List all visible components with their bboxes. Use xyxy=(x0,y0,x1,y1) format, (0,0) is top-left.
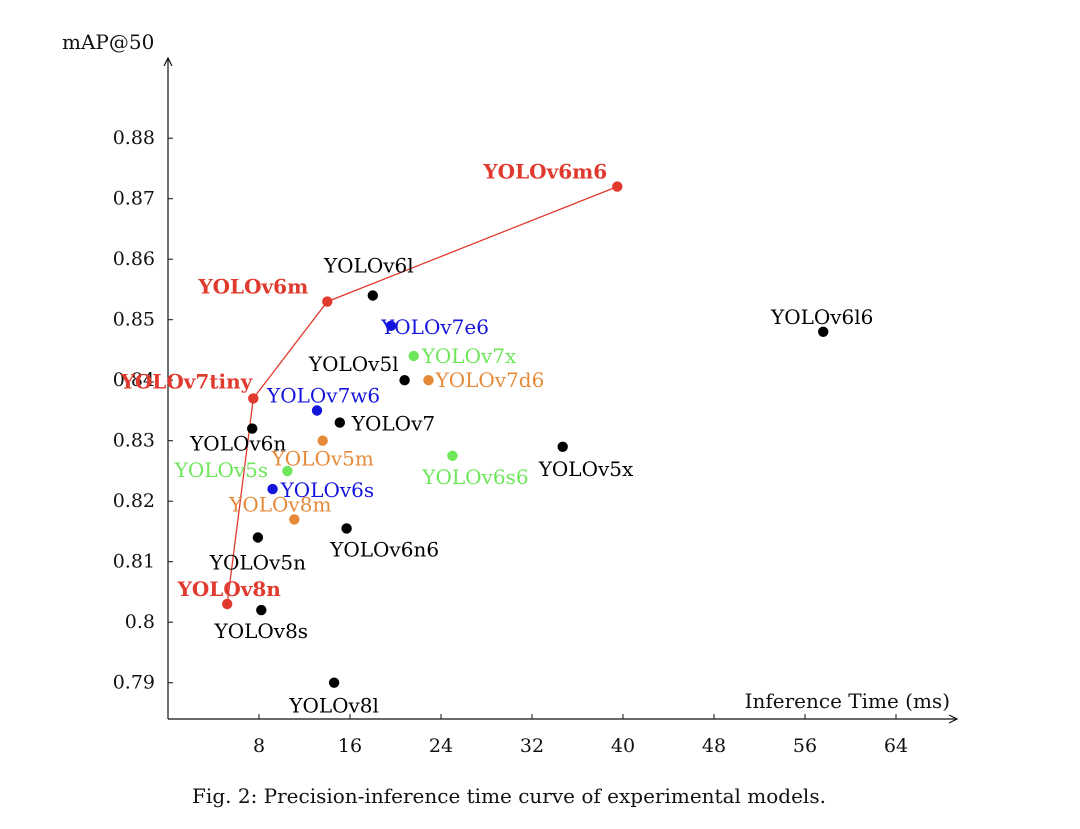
y-tick-label: 0.84 xyxy=(113,369,155,391)
x-tick-label: 56 xyxy=(793,735,817,757)
data-point-label: YOLOv5n xyxy=(209,551,306,575)
data-point xyxy=(367,290,378,301)
x-tick-label: 24 xyxy=(429,735,453,757)
x-tick-label: 40 xyxy=(611,735,635,757)
x-axis-title: Inference Time (ms) xyxy=(745,689,950,713)
data-point-label: YOLOv5x xyxy=(538,457,634,481)
data-point xyxy=(282,465,293,477)
data-point xyxy=(612,181,623,192)
data-point-label: YOLOv6s xyxy=(280,478,375,502)
x-tick-label: 48 xyxy=(702,735,726,757)
y-tick-label: 0.79 xyxy=(113,672,155,694)
data-point-label: YOLOv8l xyxy=(288,694,379,718)
pareto-curve-line xyxy=(226,185,618,605)
data-points xyxy=(222,181,829,688)
data-point xyxy=(423,375,434,386)
data-point xyxy=(267,483,278,495)
y-tick-label: 0.86 xyxy=(113,248,155,270)
data-point-label: YOLOv7tiny xyxy=(120,369,254,393)
data-point-label: YOLOv8m xyxy=(228,492,331,516)
data-point-label: YOLOv7e6 xyxy=(380,315,489,339)
data-point xyxy=(341,523,352,534)
data-point-label: YOLOv6l6 xyxy=(770,305,873,329)
figure-caption: Fig. 2: Precision-inference time curve o… xyxy=(192,784,826,808)
data-point xyxy=(247,423,258,434)
data-point xyxy=(248,393,259,404)
y-tick-label: 0.85 xyxy=(113,309,155,331)
data-point-label: YOLOv6l xyxy=(323,254,414,278)
data-point xyxy=(557,441,568,452)
data-point-label: YOLOv6n xyxy=(189,432,286,456)
y-tick-label: 0.81 xyxy=(113,551,155,573)
data-point-label: YOLOv7w6 xyxy=(266,384,380,408)
data-point xyxy=(385,320,397,331)
y-tick-label: 0.8 xyxy=(125,611,155,633)
y-tick-label: 0.87 xyxy=(113,188,155,210)
data-point-label: YOLOv5l xyxy=(308,352,399,376)
data-point xyxy=(399,375,410,386)
y-axis-title: mAP@50 xyxy=(62,30,154,54)
data-point xyxy=(818,326,829,337)
data-point-label: YOLOv6m xyxy=(197,275,308,299)
x-tick-label: 64 xyxy=(884,735,908,757)
axis-ticks: 8 16 24 32 40 48 56 64 0.79 0.8 0.81 0.82 0.83 0.84 0.… xyxy=(113,127,908,757)
data-point-label: YOLOv5s xyxy=(174,458,269,482)
scatter-chart: mAP@50 Inference Time (ms) 8 16 24 32 40 48 56… xyxy=(62,30,1080,757)
data-point xyxy=(256,604,267,616)
data-point xyxy=(334,417,345,428)
point-labels: YOLOv6m6 YOLOv6m YOLOv7tiny YOLOv8n YOLOv6l Y… xyxy=(120,160,874,718)
data-point-label: YOLOv6n6 xyxy=(329,537,439,561)
data-point-label: YOLOv7 xyxy=(351,412,435,436)
data-point-label: YOLOv7x xyxy=(421,344,517,368)
data-point xyxy=(317,435,328,446)
data-point xyxy=(328,677,340,688)
data-point-label: YOLOv6s6 xyxy=(421,465,528,489)
x-tick-label: 8 xyxy=(253,735,265,757)
y-tick-label: 0.83 xyxy=(113,430,155,452)
data-point-label: YOLOv8n xyxy=(177,577,282,601)
x-tick-label: 16 xyxy=(338,735,362,757)
data-point-label: YOLOv5m xyxy=(271,447,374,471)
data-point xyxy=(252,532,264,543)
x-tick-label: 32 xyxy=(520,735,544,757)
data-point xyxy=(408,350,419,362)
data-point-label: YOLOv7d6 xyxy=(435,368,545,392)
data-point xyxy=(322,296,333,307)
data-point xyxy=(447,450,458,461)
data-point-label: YOLOv6m6 xyxy=(482,160,607,184)
data-point-label: YOLOv8s xyxy=(214,619,309,643)
y-tick-label: 0.82 xyxy=(113,490,155,512)
y-tick-label: 0.88 xyxy=(113,127,155,149)
data-point xyxy=(311,405,323,416)
data-point xyxy=(222,598,233,610)
pareto-curve xyxy=(226,185,618,605)
data-point xyxy=(289,514,300,525)
